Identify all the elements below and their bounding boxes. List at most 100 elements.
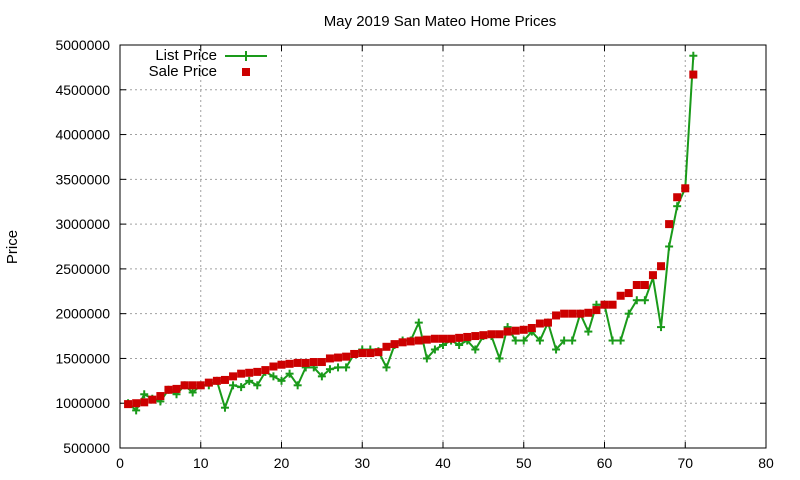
sale-price-point (229, 372, 238, 381)
legend-label-sale-price: Sale Price (149, 63, 217, 80)
list-price-point (535, 336, 544, 345)
sale-price-point (398, 338, 407, 347)
sale-price-point (511, 326, 520, 335)
sale-price-point (285, 359, 294, 368)
sale-price-point (568, 309, 577, 318)
sale-price-point (148, 395, 157, 404)
y-tick-label: 2000000 (55, 306, 110, 322)
sale-price-point (471, 332, 480, 341)
list-price-point (229, 381, 238, 390)
x-tick-label: 40 (435, 455, 451, 471)
list-price-point (382, 363, 391, 372)
list-price-point (665, 242, 674, 251)
sale-price-point (495, 330, 504, 339)
sale-price-point (350, 349, 359, 358)
list-price-point (430, 345, 439, 354)
y-tick-label: 1500000 (55, 350, 110, 366)
list-price-point (317, 372, 326, 381)
list-price-point (584, 327, 593, 336)
y-tick-label: 4500000 (55, 82, 110, 98)
list-price-point (269, 372, 278, 381)
sale-price-point (576, 309, 585, 318)
legend-marker-sale-price (242, 68, 250, 76)
list-price-point (277, 376, 286, 385)
list-price-point (293, 381, 302, 390)
sale-price-point (479, 331, 488, 340)
sale-price-point (220, 375, 229, 384)
series-list-price (124, 51, 698, 415)
sale-price-point (140, 398, 149, 407)
sale-price-point (414, 336, 423, 345)
sale-price-point (156, 392, 165, 401)
sale-price-point (212, 376, 221, 385)
sale-price-point (301, 358, 310, 367)
sale-price-point (164, 385, 173, 394)
legend-label-list-price: List Price (155, 47, 217, 64)
sale-price-point (390, 340, 399, 349)
sale-price-point (382, 342, 391, 351)
x-axis-ticks: 0 10 20 30 40 50 60 70 80 (116, 45, 774, 471)
y-tick-label: 1000000 (55, 395, 110, 411)
list-price-point (455, 341, 464, 350)
sale-price-point (624, 289, 633, 298)
list-price-point (568, 336, 577, 345)
list-price-point (657, 323, 666, 332)
sale-price-point (543, 318, 552, 327)
list-price-point (616, 336, 625, 345)
sale-price-point (503, 327, 512, 336)
series-layer (124, 51, 698, 415)
sale-price-point (253, 367, 262, 376)
y-axis-label: Price (4, 230, 21, 264)
y-tick-label: 2500000 (55, 261, 110, 277)
sale-price-point (463, 332, 472, 341)
sale-price-point (406, 337, 415, 346)
list-price-point (471, 345, 480, 354)
y-tick-label: 3500000 (55, 171, 110, 187)
sale-price-point (317, 358, 326, 367)
list-price-point (334, 363, 343, 372)
sale-price-point (269, 362, 278, 371)
y-tick-label: 5000000 (55, 37, 110, 53)
sale-price-point (132, 399, 141, 408)
list-price-point (511, 336, 520, 345)
list-price-point (422, 354, 431, 363)
list-price-point (285, 369, 294, 378)
sale-price-point (689, 70, 698, 79)
list-price-point (519, 336, 528, 345)
sale-price-point (527, 323, 536, 332)
sale-price-point (342, 352, 351, 361)
list-price-point (245, 376, 254, 385)
list-price-point (342, 363, 351, 372)
sale-price-point (261, 366, 270, 375)
sale-price-point (560, 309, 569, 318)
x-tick-label: 70 (677, 455, 693, 471)
plot-frame (119, 44, 767, 449)
list-price-point (673, 202, 682, 211)
sale-price-point (172, 384, 181, 393)
list-price-point (495, 354, 504, 363)
legend-marker-list-price (241, 51, 251, 61)
sale-price-point (439, 334, 447, 343)
sale-price-point (640, 281, 649, 290)
list-price-point (689, 51, 698, 60)
sale-price-point (422, 335, 431, 344)
list-price-line (127, 55, 695, 412)
sale-price-point (277, 360, 286, 369)
sale-price-point (592, 306, 601, 315)
sale-price-point (188, 381, 197, 390)
sale-price-point (124, 400, 133, 409)
x-tick-label: 0 (116, 455, 124, 471)
y-tick-label: 3000000 (55, 216, 110, 232)
y-tick-label: 500000 (63, 440, 110, 456)
x-tick-label: 60 (597, 455, 613, 471)
sale-price-point (293, 358, 302, 367)
list-price-point (640, 296, 649, 305)
list-price-point (414, 318, 423, 327)
sale-price-point (334, 353, 343, 362)
sale-price-point (648, 271, 657, 280)
chart-title: May 2019 San Mateo Home Prices (324, 13, 557, 30)
sale-price-point (600, 300, 609, 309)
sale-price-point (196, 381, 205, 390)
sale-price-point (374, 348, 383, 357)
